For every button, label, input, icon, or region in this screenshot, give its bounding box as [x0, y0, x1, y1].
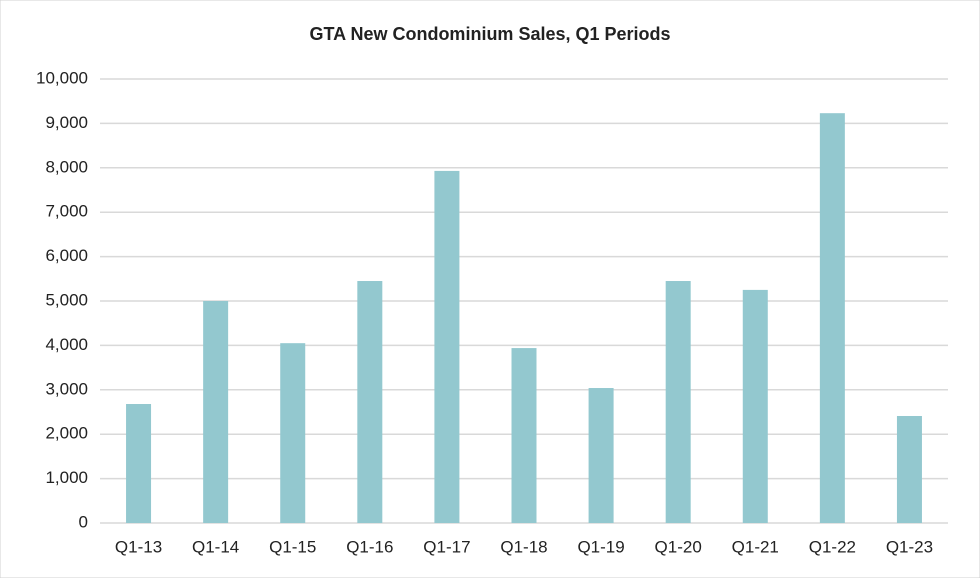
x-tick-label: Q1-17: [423, 537, 470, 556]
x-tick-label: Q1-13: [115, 537, 162, 556]
y-tick-label: 0: [79, 512, 88, 531]
bar: [665, 281, 691, 523]
x-tick-label: Q1-18: [500, 537, 547, 556]
bar: [280, 343, 306, 523]
chart-title: GTA New Condominium Sales, Q1 Periods: [309, 24, 670, 44]
x-tick-label: Q1-21: [732, 537, 779, 556]
y-tick-label: 3,000: [45, 379, 88, 398]
bar: [203, 301, 229, 523]
y-tick-label: 7,000: [45, 202, 88, 221]
bar: [126, 404, 152, 523]
y-tick-label: 10,000: [36, 68, 88, 87]
y-tick-label: 8,000: [45, 157, 88, 176]
bar: [434, 170, 460, 523]
y-tick-label: 4,000: [45, 335, 88, 354]
bar: [588, 388, 614, 523]
x-tick-label: Q1-16: [346, 537, 393, 556]
bar: [357, 281, 383, 523]
bar: [819, 113, 845, 524]
x-tick-label: Q1-20: [655, 537, 702, 556]
bar: [742, 289, 768, 523]
x-tick-label: Q1-15: [269, 537, 316, 556]
y-tick-label: 1,000: [45, 468, 88, 487]
y-tick-label: 9,000: [45, 113, 88, 132]
y-tick-label: 2,000: [45, 424, 88, 443]
bar: [511, 348, 537, 523]
x-tick-label: Q1-22: [809, 537, 856, 556]
bar: [896, 415, 922, 523]
y-tick-label: 6,000: [45, 246, 88, 265]
x-tick-label: Q1-14: [192, 537, 239, 556]
x-tick-label: Q1-19: [577, 537, 624, 556]
y-tick-label: 5,000: [45, 290, 88, 309]
x-tick-label: Q1-23: [886, 537, 933, 556]
